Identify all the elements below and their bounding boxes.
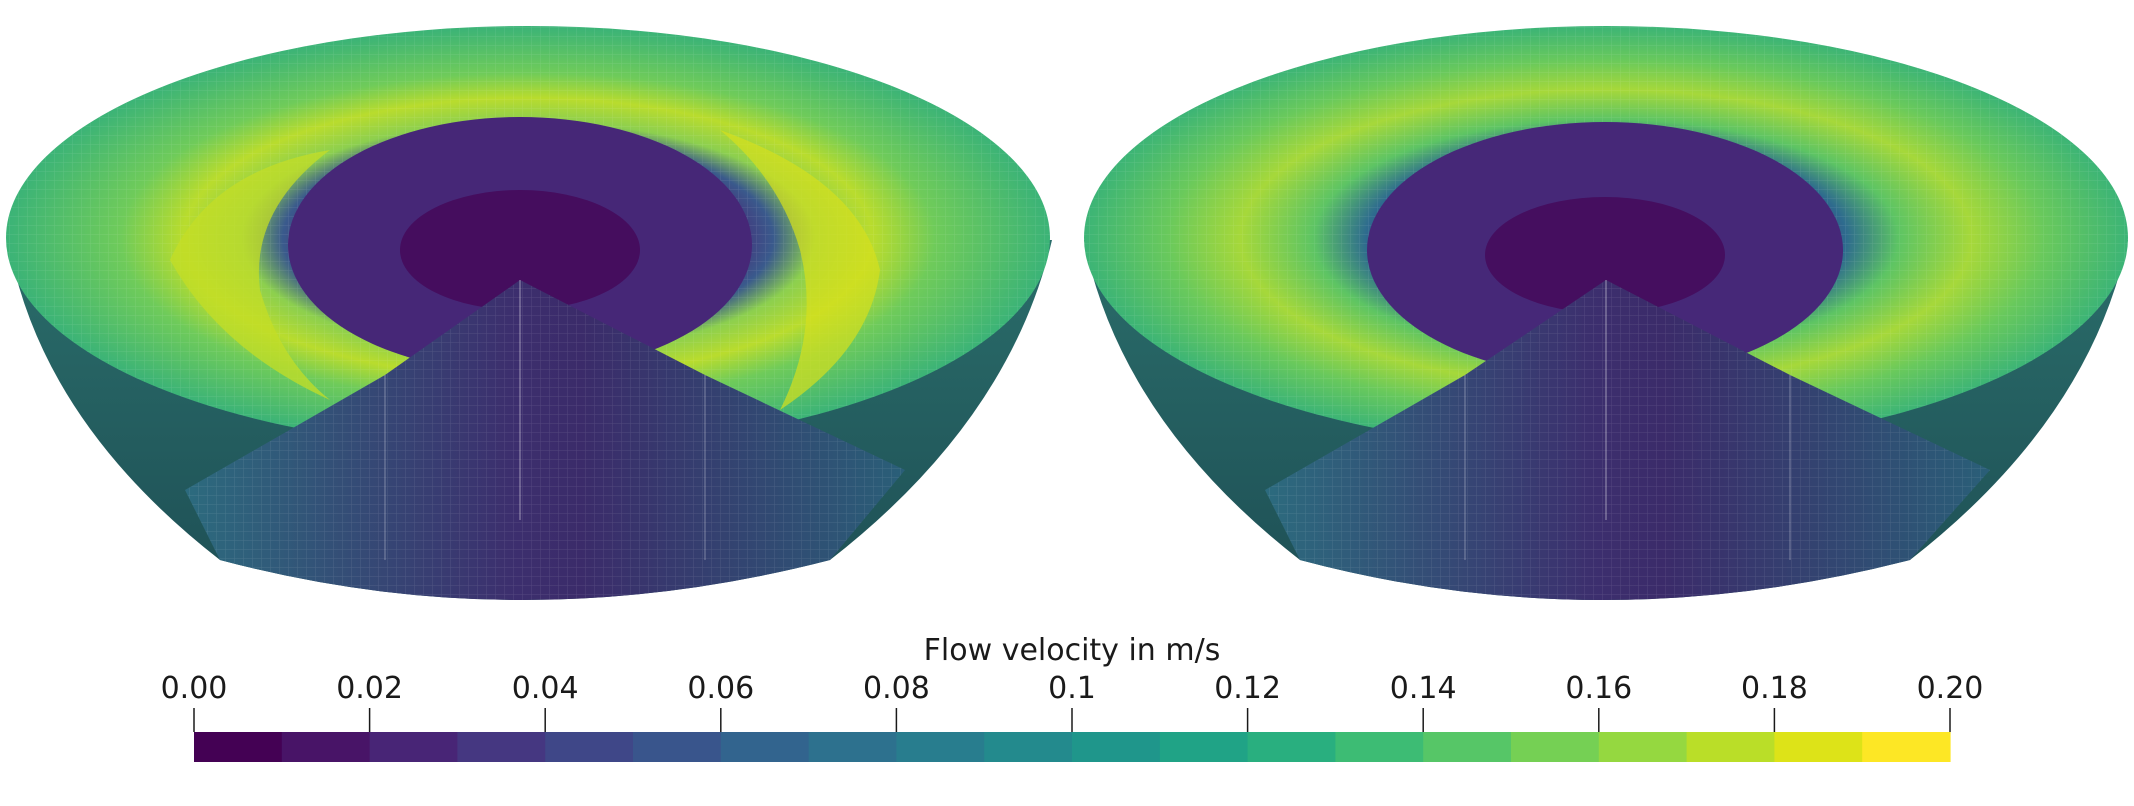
colorbar-title: Flow velocity in m/s xyxy=(924,633,1221,668)
colorbar-segment xyxy=(1335,732,1424,762)
colorbar-segment xyxy=(545,732,634,762)
colorbar-tick-label: 0.04 xyxy=(512,671,579,706)
colorbar-segment xyxy=(1247,732,1336,762)
colorbar-segment xyxy=(194,732,283,762)
colorbar-segment xyxy=(720,732,810,762)
colorbar-segment xyxy=(1159,732,1249,762)
colorbar-segment xyxy=(369,732,458,762)
colorbar-tick-label: 0.00 xyxy=(161,671,228,706)
colorbar-tick-label: 0.02 xyxy=(336,671,403,706)
left-hemisphere xyxy=(6,26,1052,600)
colorbar-segment xyxy=(896,732,985,762)
colorbar-tick-label: 0.12 xyxy=(1214,671,1281,706)
left-high-velocity-region-2 xyxy=(720,130,880,410)
colorbar-segment xyxy=(1862,732,1951,762)
colorbar-segment xyxy=(457,732,546,762)
colorbar-tick-label: 0.1 xyxy=(1048,671,1096,706)
colorbar-segment xyxy=(281,732,371,762)
colorbar: Flow velocity in m/s 0.00 0.02 0.04 0.06 0.0… xyxy=(161,633,1984,762)
colorbar-tick-label: 0.20 xyxy=(1917,671,1984,706)
colorbar-segment xyxy=(633,732,722,762)
colorbar-segment xyxy=(1511,732,1600,762)
colorbar-tick-label: 0.08 xyxy=(863,671,930,706)
colorbar-segment xyxy=(1774,732,1863,762)
colorbar-tick-label: 0.18 xyxy=(1741,671,1808,706)
colorbar-segment xyxy=(1598,732,1688,762)
colorbar-ticks: 0.00 0.02 0.04 0.06 0.08 0.1 0.12 0.14 0.16 0.18 0… xyxy=(161,671,1984,732)
colorbar-segment xyxy=(808,732,897,762)
colorbar-segment xyxy=(1072,732,1161,762)
colorbar-segment xyxy=(984,732,1073,762)
colorbar-segments xyxy=(194,732,1951,762)
colorbar-segment xyxy=(1686,732,1775,762)
colorbar-tick-label: 0.14 xyxy=(1390,671,1457,706)
left-high-velocity-region xyxy=(170,150,330,400)
colorbar-tick-label: 0.06 xyxy=(687,671,754,706)
colorbar-tick-label: 0.16 xyxy=(1565,671,1632,706)
colorbar-segment xyxy=(1423,732,1512,762)
right-hemisphere xyxy=(1084,26,2128,600)
